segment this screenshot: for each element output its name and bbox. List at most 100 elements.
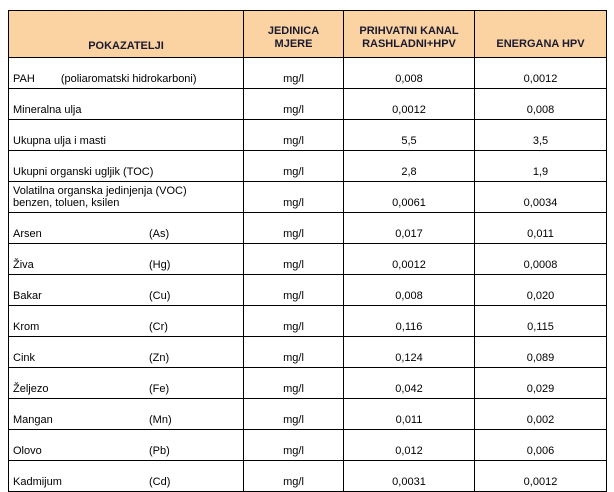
kanal-cell: 2,8: [343, 150, 475, 182]
kanal-cell: 0,0031: [343, 460, 475, 492]
header-row: POKAZATELJI JEDINICA MJERE PRIHVATNI KANAL…: [8, 10, 607, 58]
kanal-cell: 0,116: [343, 305, 475, 337]
unit-cell: mg/l: [243, 150, 344, 182]
data-table: POKAZATELJI JEDINICA MJERE PRIHVATNI KANAL…: [8, 10, 607, 492]
table-row: Mineralna ulja mg/l 0,0012 0,008: [8, 88, 607, 120]
kanal-cell: 0,0061: [343, 181, 475, 213]
parameter-symbol: (Fe): [149, 383, 170, 395]
kanal-cell: 0,124: [343, 336, 475, 368]
unit-cell: mg/l: [243, 429, 344, 461]
unit-cell: mg/l: [243, 181, 344, 213]
parameter-cell: Mangan (Mn): [8, 398, 244, 430]
kanal-cell: 0,0012: [343, 243, 475, 275]
parameter-name: Bakar: [13, 290, 42, 302]
header-cell: POKAZATELJI: [8, 10, 244, 58]
parameter-cell: Cink (Zn): [8, 336, 244, 368]
parameter-name: PAH: [13, 73, 35, 85]
unit-cell: mg/l: [243, 243, 344, 275]
parameter-cell: Ukupni organski ugljik (TOC): [8, 150, 244, 182]
unit-cell: mg/l: [243, 212, 344, 244]
parameter-name: Krom: [13, 321, 40, 333]
parameter-cell: Arsen (As): [8, 212, 244, 244]
parameter-cell: Volatilna organska jedinjenja (VOC) benze…: [8, 181, 244, 213]
kanal-cell: 0,008: [343, 57, 475, 89]
unit-cell: mg/l: [243, 57, 344, 89]
unit-cell: mg/l: [243, 88, 344, 120]
parameter-symbol: (Pb): [149, 445, 170, 457]
table-row: Živa (Hg) mg/l 0,0012 0,0008: [8, 243, 607, 275]
table-container: POKAZATELJI JEDINICA MJERE PRIHVATNI KANAL…: [8, 10, 607, 492]
energana-cell: 0,0008: [474, 243, 607, 275]
unit-cell: mg/l: [243, 274, 344, 306]
parameter-symbol: (As): [149, 228, 170, 240]
parameter-name: Mangan: [13, 414, 53, 426]
table-row: Ukupna ulja i masti mg/l 5,5 3,5: [8, 119, 607, 151]
energana-cell: 3,5: [474, 119, 607, 151]
energana-cell: 0,011: [474, 212, 607, 244]
energana-cell: 0,008: [474, 88, 607, 120]
header-cell: PRIHVATNI KANAL RASHLADNI+HPV: [343, 10, 475, 58]
energana-cell: 0,006: [474, 429, 607, 461]
kanal-cell: 0,011: [343, 398, 475, 430]
unit-cell: mg/l: [243, 119, 344, 151]
energana-cell: 0,0012: [474, 460, 607, 492]
energana-cell: 0,002: [474, 398, 607, 430]
energana-cell: 0,029: [474, 367, 607, 399]
unit-cell: mg/l: [243, 398, 344, 430]
kanal-cell: 0,042: [343, 367, 475, 399]
parameter-note: (poliaromatski hidrokarboni): [60, 73, 197, 85]
unit-cell: mg/l: [243, 305, 344, 337]
kanal-cell: 0,017: [343, 212, 475, 244]
unit-cell: mg/l: [243, 460, 344, 492]
parameter-symbol: (Zn): [149, 352, 170, 364]
parameter-name: Željezo: [13, 383, 49, 395]
kanal-cell: 0,0012: [343, 88, 475, 120]
parameter-cell: Krom (Cr): [8, 305, 244, 337]
parameter-name: Olovo: [13, 445, 42, 457]
parameter-symbol: (Cr): [149, 321, 168, 333]
page: {"table": { "header": ["POKAZATELJI", "J…: [8, 10, 607, 492]
energana-cell: 0,0034: [474, 181, 607, 213]
energana-cell: 0,020: [474, 274, 607, 306]
parameter-name: Mineralna ulja: [13, 104, 82, 116]
parameter-cell: Kadmijum (Cd): [8, 460, 244, 492]
kanal-cell: 0,012: [343, 429, 475, 461]
parameter-name: Cink: [13, 352, 36, 364]
kanal-cell: 5,5: [343, 119, 475, 151]
energana-cell: 1,9: [474, 150, 607, 182]
header-cell: JEDINICA MJERE: [243, 10, 344, 58]
parameter-cell: Olovo (Pb): [8, 429, 244, 461]
parameter-name: Živa: [13, 259, 34, 271]
parameter-detail: benzen, toluen, ksilen: [13, 197, 120, 209]
table-row: Kadmijum (Cd) mg/l 0,0031 0,0012: [8, 460, 607, 492]
header-cell: ENERGANA HPV: [474, 10, 607, 58]
parameter-cell: Živa (Hg): [8, 243, 244, 275]
parameter-name: Arsen: [13, 228, 42, 240]
parameter-cell: PAH (poliaromatski hidrokarboni): [8, 57, 244, 89]
energana-cell: 0,0012: [474, 57, 607, 89]
parameter-symbol: (Hg): [149, 259, 171, 271]
parameter-cell: Bakar (Cu): [8, 274, 244, 306]
parameter-cell: Mineralna ulja: [8, 88, 244, 120]
parameter-cell: Željezo (Fe): [8, 367, 244, 399]
table-row: Željezo (Fe) mg/l 0,042 0,029: [8, 367, 607, 399]
table-body: PAH (poliaromatski hidrokarboni) mg/l 0,008…: [8, 57, 607, 492]
parameter-name: Kadmijum: [13, 476, 62, 488]
parameter-symbol: (Cd): [149, 476, 171, 488]
kanal-cell: 0,008: [343, 274, 475, 306]
unit-cell: mg/l: [243, 336, 344, 368]
parameter-name: Volatilna organska jedinjenja (VOC): [13, 185, 187, 197]
table-row: PAH (poliaromatski hidrokarboni) mg/l 0,008…: [8, 57, 607, 89]
energana-cell: 0,115: [474, 305, 607, 337]
table-row: Ukupni organski ugljik (TOC) mg/l 2,8 1,9: [8, 150, 607, 182]
unit-cell: mg/l: [243, 367, 344, 399]
parameter-symbol: (Cu): [149, 290, 171, 302]
table-row: Arsen (As) mg/l 0,017 0,011: [8, 212, 607, 244]
parameter-symbol: (Mn): [149, 414, 172, 426]
table-row: Cink (Zn) mg/l 0,124 0,089: [8, 336, 607, 368]
parameter-name: Ukupni organski ugljik (TOC): [13, 166, 154, 178]
energana-cell: 0,089: [474, 336, 607, 368]
table-row: Volatilna organska jedinjenja (VOC) benze…: [8, 181, 607, 213]
parameter-name: Ukupna ulja i masti: [13, 135, 106, 147]
table-row: Mangan (Mn) mg/l 0,011 0,002: [8, 398, 607, 430]
